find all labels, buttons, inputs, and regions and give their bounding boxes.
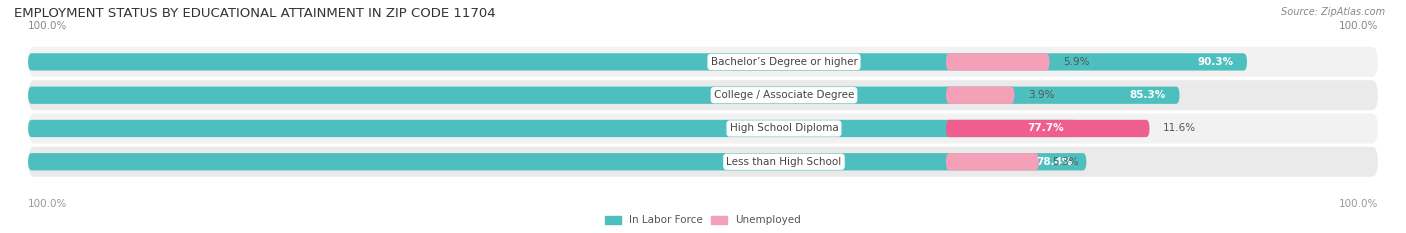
Text: 5.3%: 5.3%: [1053, 157, 1078, 167]
Text: Bachelor’s Degree or higher: Bachelor’s Degree or higher: [710, 57, 858, 67]
FancyBboxPatch shape: [28, 47, 1378, 77]
Text: EMPLOYMENT STATUS BY EDUCATIONAL ATTAINMENT IN ZIP CODE 11704: EMPLOYMENT STATUS BY EDUCATIONAL ATTAINM…: [14, 7, 496, 20]
FancyBboxPatch shape: [946, 120, 1150, 137]
Text: 3.9%: 3.9%: [1028, 90, 1054, 100]
Text: 85.3%: 85.3%: [1129, 90, 1166, 100]
FancyBboxPatch shape: [946, 86, 1014, 104]
Text: College / Associate Degree: College / Associate Degree: [714, 90, 855, 100]
Legend: In Labor Force, Unemployed: In Labor Force, Unemployed: [605, 216, 801, 226]
Text: 100.0%: 100.0%: [28, 21, 67, 31]
Text: Source: ZipAtlas.com: Source: ZipAtlas.com: [1281, 7, 1385, 17]
Text: 100.0%: 100.0%: [1339, 21, 1378, 31]
Text: 90.3%: 90.3%: [1198, 57, 1233, 67]
FancyBboxPatch shape: [28, 53, 1247, 71]
FancyBboxPatch shape: [28, 153, 1087, 170]
Text: 78.4%: 78.4%: [1036, 157, 1073, 167]
Text: 5.9%: 5.9%: [1063, 57, 1090, 67]
FancyBboxPatch shape: [946, 153, 1039, 170]
FancyBboxPatch shape: [28, 113, 1378, 144]
Text: 100.0%: 100.0%: [28, 199, 67, 209]
Text: 11.6%: 11.6%: [1163, 123, 1197, 134]
FancyBboxPatch shape: [28, 80, 1378, 110]
FancyBboxPatch shape: [28, 86, 1180, 104]
Text: High School Diploma: High School Diploma: [730, 123, 838, 134]
Text: Less than High School: Less than High School: [727, 157, 842, 167]
Text: 100.0%: 100.0%: [1339, 199, 1378, 209]
FancyBboxPatch shape: [28, 147, 1378, 177]
Text: 77.7%: 77.7%: [1026, 123, 1063, 134]
FancyBboxPatch shape: [946, 53, 1049, 71]
FancyBboxPatch shape: [28, 120, 1077, 137]
